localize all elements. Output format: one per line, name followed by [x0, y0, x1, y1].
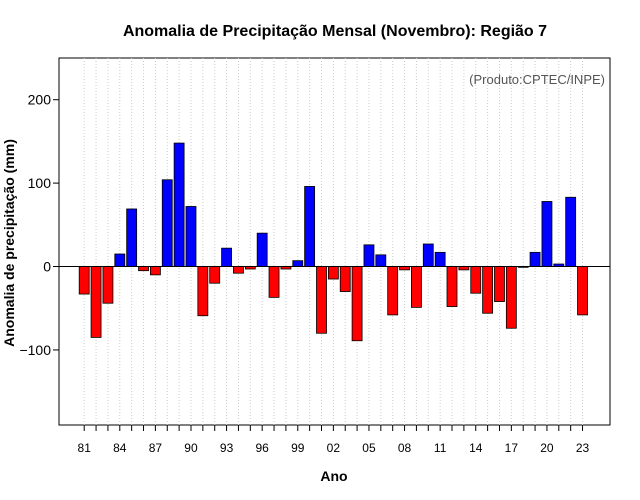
- bar-11: [434, 251, 446, 267]
- bar-07: [387, 266, 399, 316]
- bar-04: [351, 266, 363, 342]
- bar-09: [411, 266, 422, 308]
- bar-19: [529, 251, 541, 267]
- bar-23: [577, 266, 588, 316]
- bar-96: [256, 232, 268, 267]
- chart-title: Anomalia de Precipitação Mensal (Novembr…: [123, 23, 547, 40]
- bar-84: [114, 253, 126, 267]
- bar-97: [268, 266, 280, 298]
- x-tick-label: 96: [255, 441, 269, 455]
- x-tick-label: 93: [220, 441, 234, 455]
- axes: −100 0 100 200 81 84 87 90 93 96 99 02 05 08 11 14 17 20 2…: [19, 92, 610, 455]
- bar-91: [197, 266, 209, 317]
- bar-14: [470, 266, 482, 294]
- bar-94: [233, 266, 244, 274]
- bar-90: [185, 206, 197, 267]
- bar-01: [316, 266, 327, 334]
- bar-12: [446, 266, 458, 307]
- x-tick-label: 14: [469, 441, 483, 455]
- bar-15: [482, 266, 494, 314]
- bar-87: [149, 266, 161, 276]
- bar-17: [505, 266, 517, 329]
- y-tick-label: 0: [43, 259, 51, 275]
- x-axis-label: Ano: [320, 468, 347, 484]
- bar-16: [494, 266, 505, 302]
- x-tick-label: 99: [291, 441, 305, 455]
- bar-92: [209, 266, 221, 284]
- x-tick-label: 02: [327, 441, 341, 455]
- bar-88: [161, 179, 173, 267]
- bar-82: [90, 266, 102, 338]
- x-tick-label: 90: [184, 441, 198, 455]
- bar-10: [422, 243, 434, 267]
- bar-22: [565, 196, 577, 267]
- bar-02: [327, 266, 339, 280]
- bar-99: [292, 260, 304, 267]
- credit-label: (Produto:CPTEC/INPE): [469, 72, 605, 87]
- plot-area: [58, 57, 611, 426]
- x-tick-label: 17: [505, 441, 519, 455]
- x-tick-label: 23: [576, 441, 590, 455]
- bar-89: [173, 142, 185, 267]
- x-tick-label: 81: [78, 441, 92, 455]
- bar-03: [339, 266, 351, 292]
- bar-86: [138, 266, 149, 272]
- y-tick-label: 200: [28, 92, 52, 108]
- bars: [78, 142, 588, 342]
- x-tick-label: 05: [362, 441, 376, 455]
- x-tick-label: 20: [540, 441, 554, 455]
- bar-20: [541, 201, 553, 267]
- bar-05: [363, 244, 375, 267]
- bar-06: [375, 254, 387, 267]
- bar-00: [304, 186, 316, 267]
- plot-border: [58, 57, 611, 426]
- x-tick-label: 87: [149, 441, 163, 455]
- bar-93: [221, 247, 232, 267]
- bar-81: [78, 266, 90, 295]
- grid: [83, 58, 584, 425]
- bar-85: [126, 208, 138, 267]
- x-tick-label: 08: [398, 441, 412, 455]
- x-tick-label: 11: [434, 441, 447, 455]
- x-tick-label: 84: [113, 441, 127, 455]
- y-axis-label: Anomalia de precipitação (mm): [1, 139, 17, 347]
- y-tick-label: −100: [19, 342, 51, 358]
- bar-83: [102, 266, 114, 304]
- y-tick-label: 100: [28, 175, 52, 191]
